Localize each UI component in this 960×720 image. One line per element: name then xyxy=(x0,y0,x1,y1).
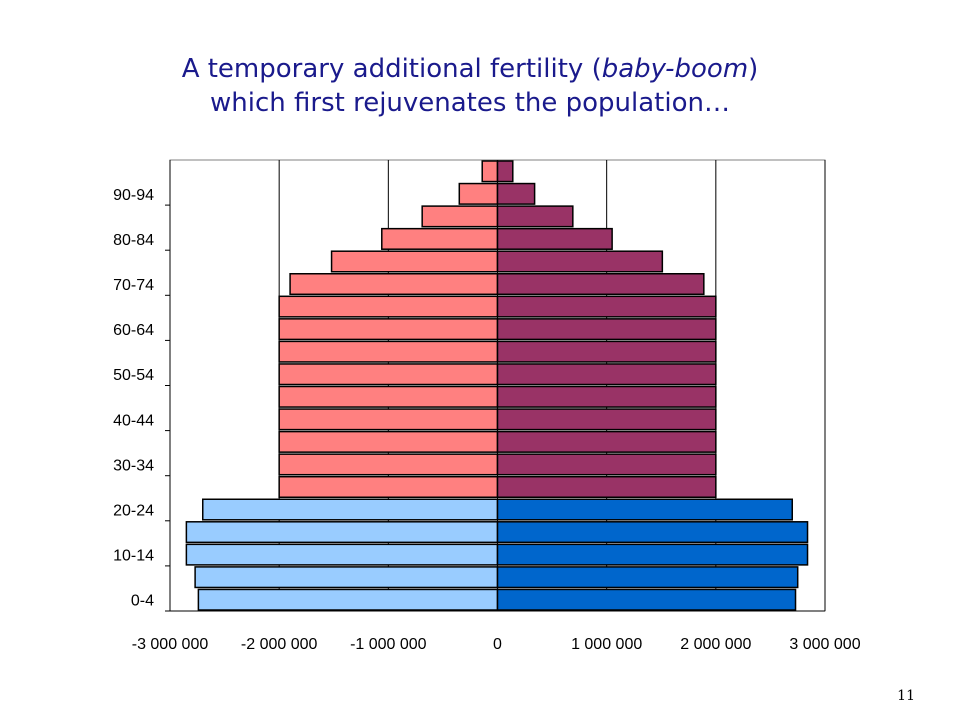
x-tick-label: -1 000 000 xyxy=(350,636,427,653)
bar-left-95-99 xyxy=(481,160,499,183)
bar-left-50-54 xyxy=(278,363,499,386)
bar-right-25-29 xyxy=(496,475,717,499)
bar-right-20-24 xyxy=(496,498,793,521)
bar-left-10-14 xyxy=(185,543,499,566)
bar-left-85-89 xyxy=(421,205,499,228)
bar-right-45-49 xyxy=(496,385,717,408)
bar-right-0-4 xyxy=(496,588,797,611)
title-text-b: ) xyxy=(748,54,759,84)
x-tick-label: 2 000 000 xyxy=(680,636,751,653)
slide-number: 11 xyxy=(897,688,915,704)
y-tick-label: 50-54 xyxy=(113,367,154,384)
title-line-2: which first rejuvenates the population… xyxy=(210,88,730,118)
bar-right-90-94 xyxy=(496,182,536,205)
bar-left-70-74 xyxy=(289,273,499,296)
title-text-a: A temporary additional fertility ( xyxy=(181,54,602,84)
x-tick-label: -3 000 000 xyxy=(132,636,209,653)
bar-right-40-44 xyxy=(496,408,717,431)
y-tick-label: 40-44 xyxy=(113,412,154,429)
title-text-italic: baby-boom xyxy=(601,54,749,84)
bar-right-55-59 xyxy=(496,340,717,363)
bar-left-40-44 xyxy=(278,408,499,431)
bar-left-5-9 xyxy=(194,566,499,589)
x-tick-label: -2 000 000 xyxy=(241,636,318,653)
title-line-1: A temporary additional fertility (baby-b… xyxy=(0,52,940,86)
bar-right-15-19 xyxy=(496,521,809,544)
bar-right-60-64 xyxy=(496,318,717,341)
y-tick-label: 60-64 xyxy=(113,322,154,339)
bar-right-95-99 xyxy=(496,160,514,183)
bar-right-30-34 xyxy=(496,453,717,476)
bar-right-70-74 xyxy=(496,273,705,296)
x-tick-label: 0 xyxy=(493,636,502,653)
bar-right-80-84 xyxy=(496,227,613,250)
bar-left-80-84 xyxy=(381,227,499,250)
bar-right-85-89 xyxy=(496,205,574,228)
bar-right-5-9 xyxy=(496,566,799,589)
bar-left-55-59 xyxy=(278,340,499,363)
bar-left-90-94 xyxy=(458,182,499,205)
bar-left-30-34 xyxy=(278,453,499,476)
bar-right-10-14 xyxy=(496,543,809,566)
y-tick-label: 0-4 xyxy=(131,593,154,610)
y-tick-label: 10-14 xyxy=(113,548,154,565)
bar-left-65-69 xyxy=(278,295,499,318)
y-tick-label: 90-94 xyxy=(113,187,154,204)
bar-left-15-19 xyxy=(185,521,499,544)
bar-left-0-4 xyxy=(197,588,499,611)
bar-left-75-79 xyxy=(330,250,499,273)
y-tick-label: 80-84 xyxy=(113,232,154,249)
x-tick-label: 3 000 000 xyxy=(789,636,860,653)
bar-right-75-79 xyxy=(496,250,664,273)
y-tick-label: 30-34 xyxy=(113,457,154,474)
bar-right-50-54 xyxy=(496,363,717,386)
y-tick-label: 20-24 xyxy=(113,503,154,520)
slide-title: A temporary additional fertility (baby-b… xyxy=(0,52,940,120)
bar-left-45-49 xyxy=(278,385,499,408)
bar-left-20-24 xyxy=(202,498,499,521)
x-tick-label: 1 000 000 xyxy=(571,636,642,653)
bar-left-25-29 xyxy=(278,475,499,499)
bar-right-35-39 xyxy=(496,430,717,453)
bar-right-65-69 xyxy=(496,295,717,318)
bar-left-35-39 xyxy=(278,430,499,453)
y-tick-label: 70-74 xyxy=(113,277,154,294)
bar-left-60-64 xyxy=(278,318,499,341)
